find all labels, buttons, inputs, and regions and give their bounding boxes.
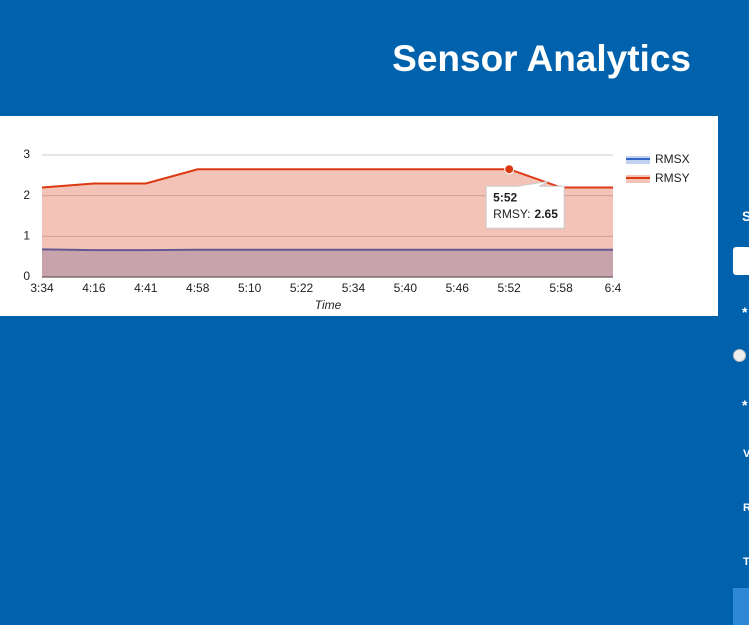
tooltip-text: RMSY: 2.65 [493, 207, 558, 221]
series-line [41, 248, 613, 252]
tooltip: 5:52 RMSY: 2.65 [485, 180, 565, 229]
x-tick-label: 4:16 [82, 281, 106, 295]
chart: Time 0 1 2 3 3:34 4:16 4:41 4:58 5:10 5:22 5:34 5:4… [23, 147, 690, 312]
tooltip-value: 2.65 [535, 207, 559, 221]
x-tick-label: 5:46 [446, 281, 470, 295]
y-tick-label: 1 [23, 229, 30, 243]
page-title: Sensor Analytics [392, 38, 691, 79]
sidebar-label: * [742, 397, 748, 413]
x-tick-label: 5:40 [394, 281, 418, 295]
x-tick-label: 5:34 [342, 281, 366, 295]
sidebar-label: T [743, 556, 749, 568]
radio-button[interactable] [733, 349, 746, 362]
y-tick-label: 2 [23, 188, 30, 202]
legend-label: RMSX [655, 152, 690, 166]
tooltip-label: RMSY: [493, 207, 530, 221]
highlight-point [504, 164, 515, 175]
x-tick-label: 3:34 [30, 281, 54, 295]
x-tick-label: 6:4 [605, 281, 622, 295]
x-axis-label: Time [315, 298, 342, 312]
x-tick-label: 5:22 [290, 281, 314, 295]
sidebar-label: R [743, 502, 749, 514]
legend-label: RMSY [655, 171, 690, 185]
chart-panel: Time 0 1 2 3 3:34 4:16 4:41 4:58 5:10 5:22 5:34 5:4… [0, 116, 718, 316]
area-fill [42, 249, 613, 277]
select-box[interactable] [733, 247, 749, 275]
sidebar-label: * [742, 304, 748, 320]
tooltip-title: 5:52 [493, 190, 517, 204]
button[interactable] [733, 588, 749, 625]
x-tick-label: 5:10 [238, 281, 262, 295]
series-line [41, 168, 613, 189]
y-tick-label: 3 [23, 147, 30, 161]
x-tick-label: 5:58 [549, 281, 573, 295]
area-fill [42, 169, 613, 277]
tooltip-box [485, 180, 565, 229]
sidebar-label: S [742, 208, 749, 224]
x-tick-label: 4:41 [134, 281, 158, 295]
y-tick-label: 0 [23, 269, 30, 283]
x-tick-label: 4:58 [186, 281, 210, 295]
x-tick-label: 5:52 [498, 281, 522, 295]
sidebar-label: V [743, 448, 749, 460]
